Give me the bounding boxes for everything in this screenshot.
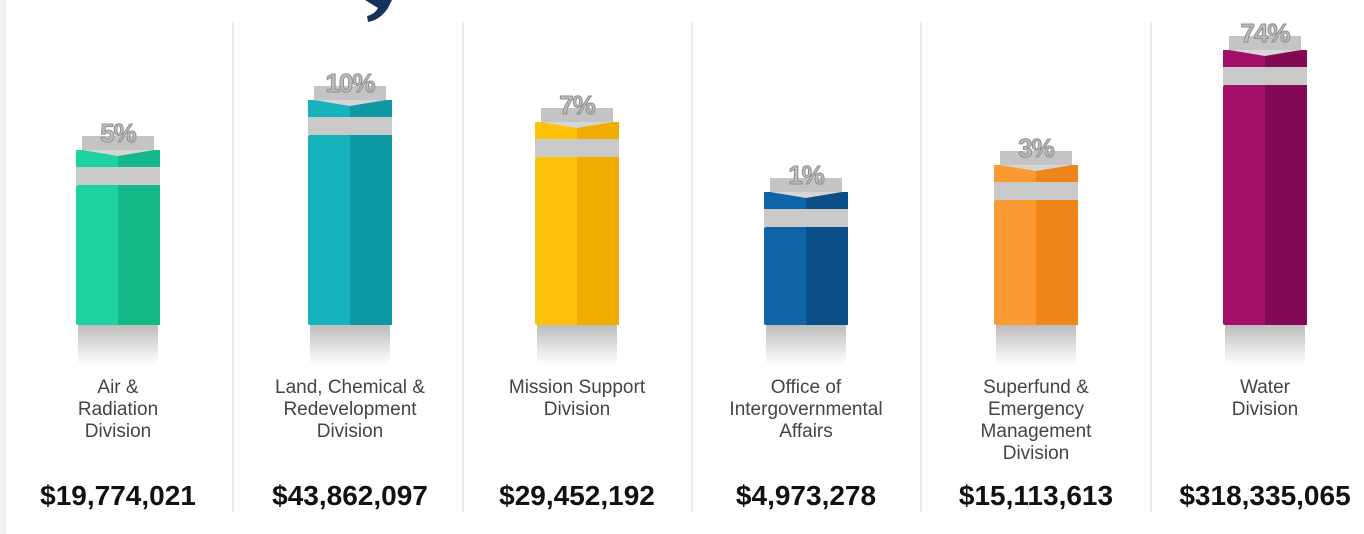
bar-shade <box>1036 200 1078 325</box>
amount: $4,973,278 <box>736 480 876 511</box>
cap-block <box>1229 36 1301 50</box>
amount: $43,862,097 <box>272 480 428 511</box>
column-label: Superfund & <box>983 377 1089 398</box>
pedestal <box>1225 325 1305 365</box>
gray-band <box>1223 67 1307 85</box>
percent-label: 74% <box>1240 18 1290 48</box>
percent-label: 1% <box>788 160 824 190</box>
percent-label: 3% <box>1018 133 1054 163</box>
column-label: Mission Support <box>509 377 646 398</box>
left-edge <box>0 0 6 534</box>
percent-label: 5% <box>100 118 136 148</box>
column-label: Intergovernmental <box>729 399 882 420</box>
bar-shade <box>118 185 160 325</box>
amount: $29,452,192 <box>499 480 655 511</box>
gray-band <box>76 167 160 185</box>
gray-band <box>535 139 619 157</box>
pedestal <box>996 325 1076 365</box>
column-label: Emergency <box>988 399 1085 420</box>
cap-block <box>82 136 154 150</box>
column-label: Radiation <box>78 399 158 420</box>
bar-shade <box>806 227 848 325</box>
column-label: Water <box>1240 377 1291 398</box>
amount: $15,113,613 <box>959 480 1113 511</box>
percent-label: 10% <box>325 68 375 98</box>
column-label: Land, Chemical & <box>275 377 425 398</box>
column-label: Redevelopment <box>283 399 417 420</box>
cap-block <box>541 108 613 122</box>
column-label: Affairs <box>779 421 833 442</box>
cap-block <box>1000 151 1072 165</box>
amount: $19,774,021 <box>40 480 196 511</box>
percent-label: 7% <box>559 90 595 120</box>
amount: $318,335,065 <box>1179 480 1350 511</box>
gray-band <box>764 209 848 227</box>
bar-shade <box>577 157 619 325</box>
bar-shade <box>1265 85 1307 325</box>
title-fragment <box>365 0 392 22</box>
column-label: Air & <box>97 377 139 398</box>
pedestal <box>766 325 846 365</box>
column-label: Division <box>1003 443 1070 464</box>
cap-block <box>770 178 842 192</box>
pedestal <box>78 325 158 365</box>
cap-block <box>314 86 386 100</box>
gray-band <box>308 117 392 135</box>
pedestal <box>537 325 617 365</box>
gray-band <box>994 182 1078 200</box>
column-label: Office of <box>771 377 842 398</box>
bar-shade <box>350 135 392 325</box>
column-label: Division <box>85 421 152 442</box>
column-label: Management <box>981 421 1093 442</box>
pedestal <box>310 325 390 365</box>
column-label: Division <box>317 421 384 442</box>
column-label: Division <box>544 399 611 420</box>
column-label: Division <box>1232 399 1299 420</box>
